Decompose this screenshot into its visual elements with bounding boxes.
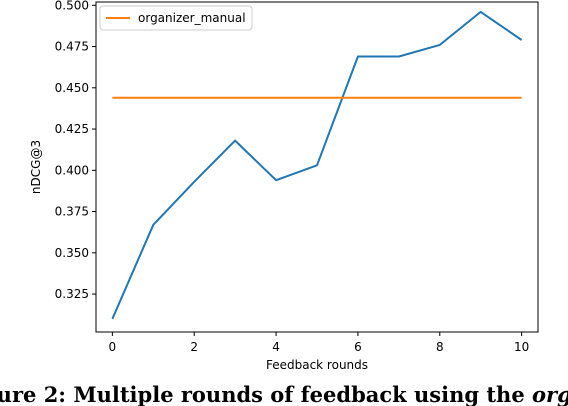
x-tick-label: 6 <box>354 340 362 354</box>
y-tick-label: 0.400 <box>55 163 89 177</box>
caption-bold-text: gure 2: Multiple rounds of feedback usin… <box>0 382 532 406</box>
x-tick-label: 10 <box>514 340 529 354</box>
x-axis-label: Feedback rounds <box>266 358 368 372</box>
x-tick-label: 2 <box>190 340 198 354</box>
figure-caption: gure 2: Multiple rounds of feedback usin… <box>0 380 568 406</box>
x-tick-label: 8 <box>436 340 444 354</box>
y-axis: 0.325 0.350 0.375 0.400 0.425 0.450 0.475 0.500 <box>55 0 96 301</box>
legend-label-organizer-manual: organizer_manual <box>138 11 246 25</box>
x-tick-label: 0 <box>109 340 117 354</box>
x-tick-label: 4 <box>272 340 280 354</box>
y-tick-label: 0.350 <box>55 246 89 260</box>
y-tick-label: 0.475 <box>55 40 89 54</box>
series-line-series-1 <box>111 10 523 320</box>
caption-italic-text: org <box>532 382 568 406</box>
y-tick-label: 0.450 <box>55 81 89 95</box>
y-tick-label: 0.375 <box>55 205 89 219</box>
plot-frame <box>95 1 539 333</box>
chart: 0 2 4 6 8 10 0.3250.3500.3750.4000.4250.4500.… <box>29 0 539 372</box>
y-tick-label: 0.500 <box>55 0 89 12</box>
legend: organizer_manual <box>99 5 253 31</box>
y-axis-label: nDCG@3 <box>29 140 43 194</box>
y-tick-label: 0.425 <box>55 122 89 136</box>
x-axis: 0 2 4 6 8 10 <box>109 332 529 354</box>
plot-lines <box>111 10 523 320</box>
legend-box <box>99 5 253 31</box>
y-tick-label: 0.325 <box>55 287 89 301</box>
